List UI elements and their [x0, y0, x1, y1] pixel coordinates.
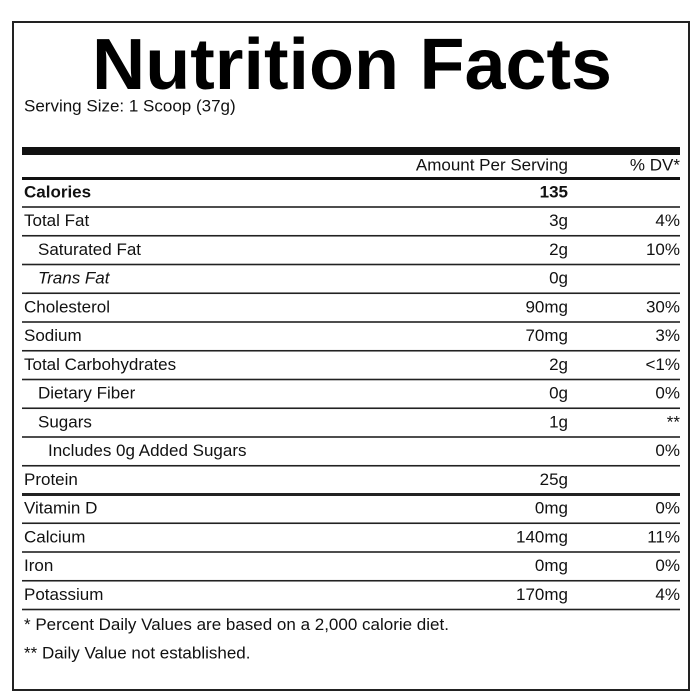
row-rule — [22, 436, 680, 438]
row-dv: ** — [667, 412, 681, 431]
row-label: Saturated Fat — [38, 240, 141, 259]
dv-header: % DV* — [630, 155, 680, 174]
row-label: Calcium — [24, 527, 85, 546]
title: Nutrition Facts — [92, 25, 612, 105]
serving-size: Serving Size: 1 Scoop (37g) — [24, 96, 236, 115]
row-dv: 4% — [655, 211, 680, 230]
row-label: Cholesterol — [24, 297, 110, 316]
amount-header: Amount Per Serving — [416, 155, 568, 174]
header-rule — [22, 177, 680, 180]
row-label: Calories — [24, 182, 91, 201]
thick-bar — [22, 147, 680, 155]
row-dv: 0% — [655, 499, 680, 518]
row-dv: <1% — [646, 355, 681, 374]
row-amount: 3g — [549, 211, 568, 230]
row-dv: 10% — [646, 240, 680, 259]
row-rule — [22, 579, 680, 582]
row-rule — [22, 493, 680, 496]
row-dv: 0% — [655, 556, 680, 575]
row-rule — [22, 407, 680, 410]
row-label: Vitamin D — [24, 499, 97, 518]
row-amount: 2g — [549, 355, 568, 374]
row-label: Includes 0g Added Sugars — [48, 441, 246, 460]
row-rule — [22, 378, 680, 381]
row-amount: 1g — [549, 412, 568, 431]
row-dv: 4% — [655, 585, 680, 604]
row-amount: 0g — [549, 269, 568, 288]
row-amount: 90mg — [525, 297, 568, 316]
row-dv: 0% — [655, 441, 680, 460]
row-amount: 135 — [540, 182, 568, 201]
row-amount: 70mg — [525, 326, 568, 345]
row-amount: 25g — [540, 470, 568, 489]
row-dv: 3% — [655, 326, 680, 345]
row-label: Dietary Fiber — [38, 384, 136, 403]
row-label: Sodium — [24, 326, 82, 345]
row-amount: 140mg — [516, 527, 568, 546]
row-label: Total Fat — [24, 211, 89, 230]
row-rule — [22, 292, 680, 295]
row-label: Trans Fat — [38, 269, 111, 288]
row-rule — [22, 263, 680, 266]
row-rule — [22, 522, 680, 525]
row-amount: 0mg — [535, 556, 568, 575]
row-rule — [22, 551, 680, 553]
row-label: Potassium — [24, 585, 103, 604]
row-label: Iron — [24, 556, 53, 575]
row-dv: 0% — [655, 384, 680, 403]
footnote: ** Daily Value not established. — [24, 643, 251, 662]
label-border — [12, 21, 690, 691]
row-amount: 0g — [549, 384, 568, 403]
row-rule — [22, 349, 680, 352]
row-rule — [22, 206, 680, 208]
row-rule — [22, 321, 680, 323]
row-label: Sugars — [38, 412, 92, 431]
row-rule — [22, 464, 680, 467]
row-dv: 11% — [647, 527, 680, 546]
row-rule — [22, 608, 680, 611]
row-rule — [22, 234, 680, 237]
row-amount: 170mg — [516, 585, 568, 604]
footnote: * Percent Daily Values are based on a 2,… — [24, 615, 449, 634]
row-amount: 0mg — [535, 499, 568, 518]
row-dv: 30% — [646, 297, 680, 316]
row-amount: 2g — [549, 240, 568, 259]
row-label: Protein — [24, 470, 78, 489]
row-label: Total Carbohydrates — [24, 355, 176, 374]
